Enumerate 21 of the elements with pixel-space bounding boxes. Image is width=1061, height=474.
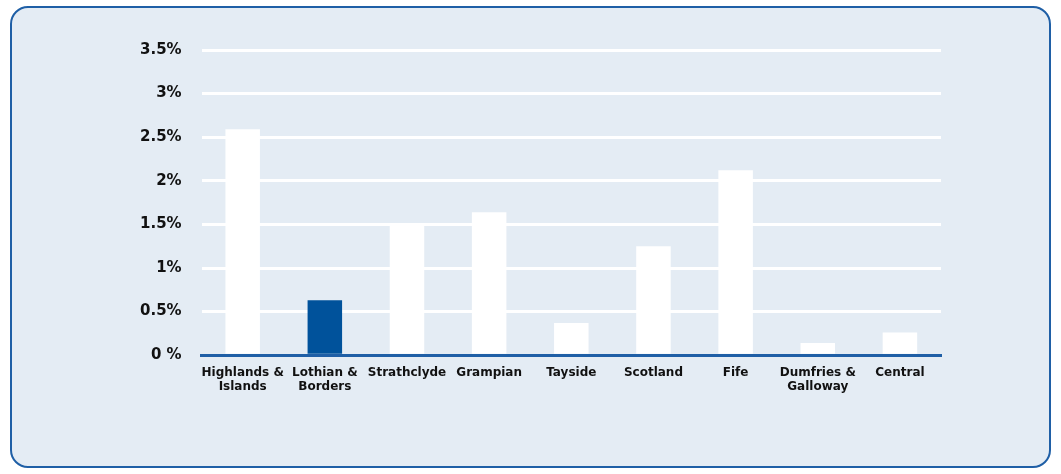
bar	[307, 300, 343, 354]
y-tick-label: 2%	[156, 170, 182, 189]
x-tick-label: Central	[875, 364, 925, 379]
x-tick-label: Strathclyde	[367, 364, 447, 379]
y-tick-label: 3%	[156, 83, 182, 102]
x-tick-label: Scotland	[623, 364, 683, 379]
x-tick-label: Tayside	[546, 364, 597, 379]
x-tick-label: Highlands & Islands	[201, 364, 284, 393]
bar	[554, 322, 589, 354]
y-tick-label: 0.5%	[139, 301, 182, 320]
x-tick-label: Lothian & Borders	[292, 364, 358, 393]
y-tick-label: 2.5%	[139, 127, 182, 146]
y-tick-label: 0 %	[150, 345, 182, 364]
y-tick-label: 3.5%	[139, 39, 182, 58]
y-tick-label: 1%	[156, 257, 182, 276]
y-tick-label: 1.5%	[139, 214, 182, 233]
x-tick-label: Dumfries & Galloway	[779, 364, 856, 393]
bar	[800, 342, 836, 354]
x-tick-label: Fife	[722, 364, 749, 379]
x-tick-label: Grampian	[456, 364, 522, 379]
bar	[882, 332, 918, 354]
